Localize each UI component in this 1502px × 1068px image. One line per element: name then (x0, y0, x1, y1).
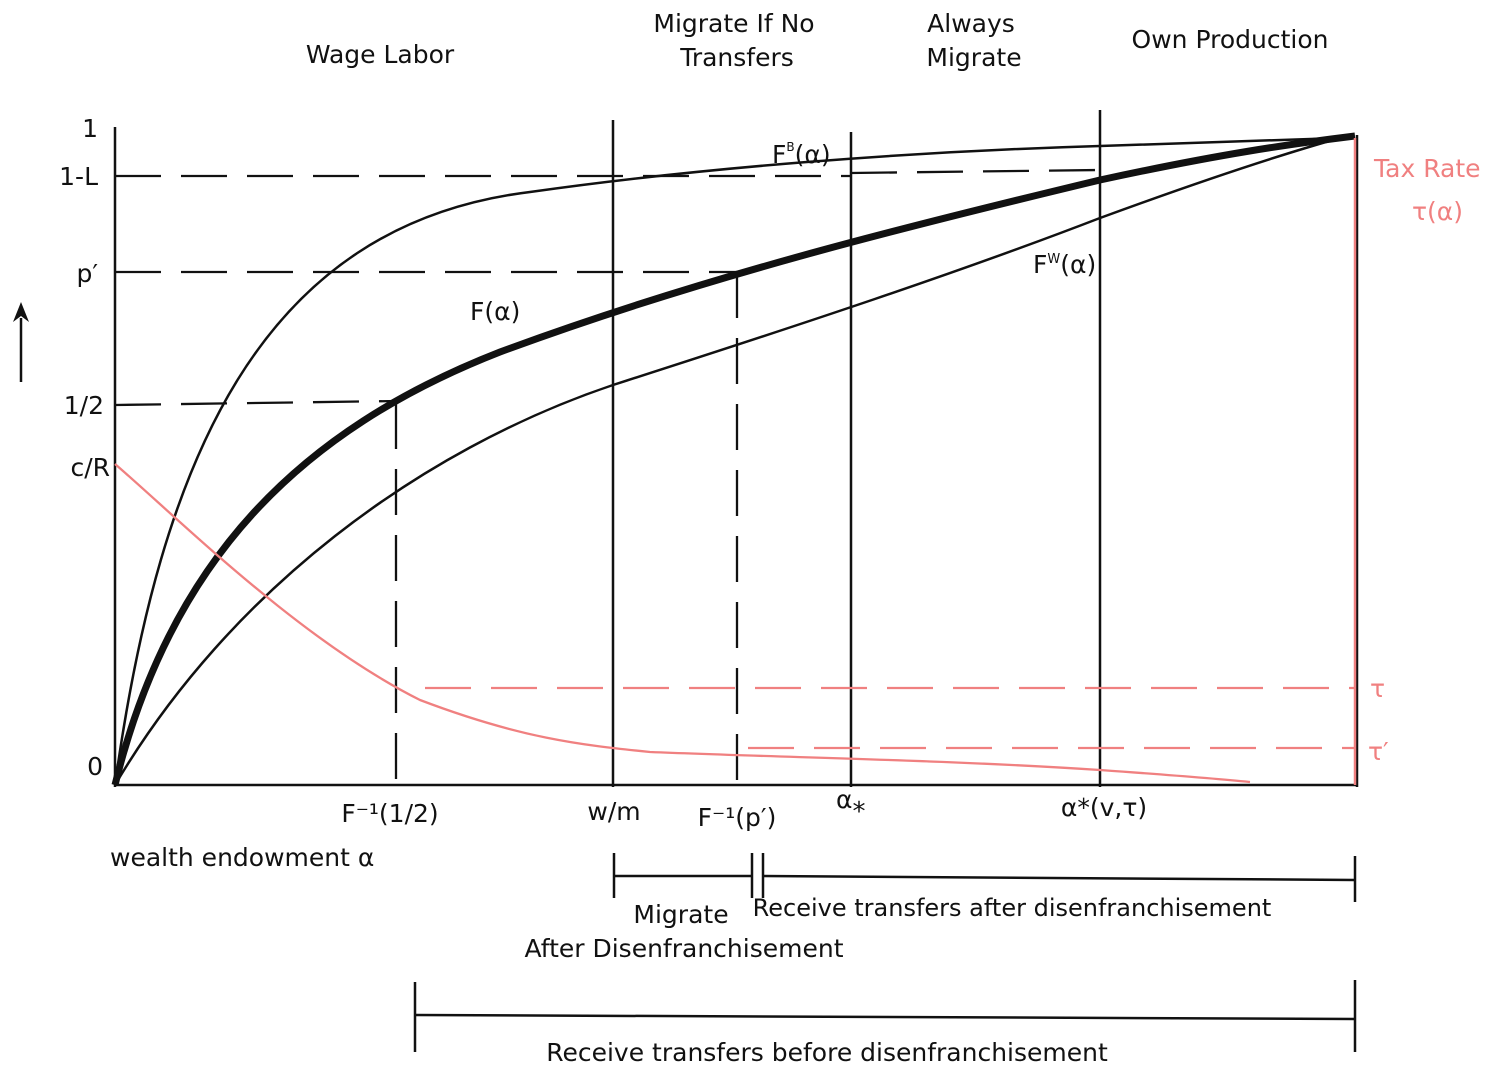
tax-title-line2: τ(α) (1412, 197, 1463, 226)
y-label-c-over-r: c/R (70, 453, 110, 482)
label-f: F(α) (470, 297, 520, 326)
bracket-before-label: Receive transfers before disenfranchisem… (546, 1038, 1108, 1067)
bracket-after-label: Receive transfers after disenfranchiseme… (753, 894, 1272, 922)
bracket-after-bar (762, 874, 1356, 882)
region-migrate-if-no-transfers-line1: Migrate If No (653, 9, 814, 38)
label-f-b: FB(α) (772, 140, 831, 169)
y-label-zero: 0 (87, 752, 103, 781)
curve-f (111, 132, 1356, 786)
y-label-p-prime: p′ (76, 259, 98, 288)
region-always-migrate-line1: Always (927, 9, 1015, 38)
svg-text:FW(α): FW(α) (1033, 250, 1096, 279)
bracket-migrate-label-line2: After Disenfranchisement (525, 934, 844, 963)
y-label-one-minus-l: 1-L (59, 162, 98, 191)
bracket-migrate-label-line1: Migrate (633, 900, 728, 929)
region-always-migrate-line2: Migrate (926, 43, 1021, 72)
region-own-production: Own Production (1132, 25, 1329, 54)
tax-title-line1: Tax Rate (1373, 154, 1481, 183)
bracket-before-bar (414, 1013, 1356, 1021)
svg-text:FB(α): FB(α) (772, 140, 831, 169)
x-label-alpha-star-low: α* (836, 785, 865, 827)
y-label-one: 1 (82, 114, 98, 143)
label-f-w: FW(α) (1033, 250, 1096, 279)
tax-label-tau-prime: τ′ (1368, 737, 1389, 766)
dashed-half (114, 399, 397, 407)
x-label-alpha-star-high: α*(v,τ) (1061, 793, 1147, 822)
dashed-one-minus-l (115, 168, 1101, 178)
region-migrate-if-no-transfers-line2: Transfers (679, 43, 794, 72)
region-wage-labor: Wage Labor (306, 40, 455, 69)
x-label-f-inv-p-prime: F⁻¹(p′) (698, 803, 777, 832)
tax-label-tau: τ (1370, 674, 1385, 703)
up-arrow-icon (13, 302, 29, 322)
curve-f-w (113, 136, 1341, 786)
x-label-f-inv-half: F⁻¹(1/2) (341, 799, 438, 828)
x-label-w-over-m: w/m (587, 797, 640, 826)
x-axis-title: wealth endowment α (110, 843, 374, 872)
y-label-half: 1/2 (64, 391, 104, 420)
tax-rate-curve (114, 463, 1251, 784)
curve-f-b (113, 136, 1341, 786)
svg-text:α*: α* (836, 785, 865, 827)
